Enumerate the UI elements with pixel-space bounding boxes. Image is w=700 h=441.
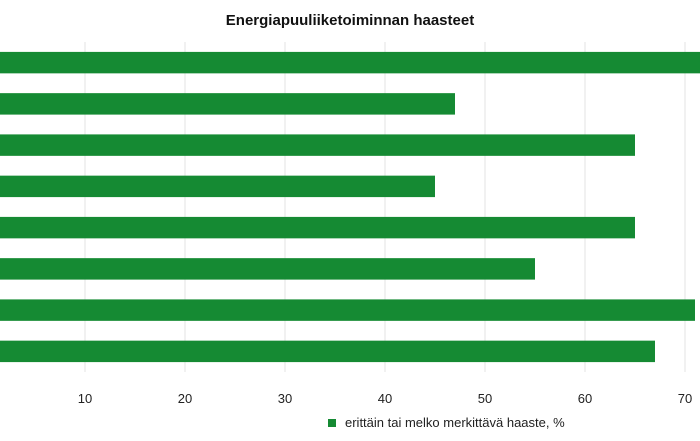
bar-6	[0, 258, 535, 280]
x-axis-ticks: 10 20 30 40 50 60 70	[78, 391, 692, 406]
x-tick-label: 50	[478, 391, 492, 406]
x-tick-label: 70	[678, 391, 692, 406]
legend: erittäin tai melko merkittävä haaste, %	[328, 415, 565, 430]
x-tick-label: 10	[78, 391, 92, 406]
bar-1	[0, 51, 700, 74]
bar-7	[0, 299, 695, 321]
bars	[0, 51, 700, 363]
bar-5	[0, 216, 635, 239]
x-tick-label: 60	[578, 391, 592, 406]
chart-title: Energiapuuliiketoiminnan haasteet	[226, 12, 474, 29]
bar-2	[0, 93, 455, 115]
bar-4	[0, 175, 435, 198]
gridlines	[84, 42, 686, 372]
x-tick-label: 20	[178, 391, 192, 406]
legend-swatch	[328, 419, 336, 427]
x-tick-label: 40	[378, 391, 392, 406]
x-tick-label: 30	[278, 391, 292, 406]
bar-3	[0, 134, 635, 156]
legend-label: erittäin tai melko merkittävä haaste, %	[345, 415, 565, 430]
bar-8	[0, 340, 655, 363]
